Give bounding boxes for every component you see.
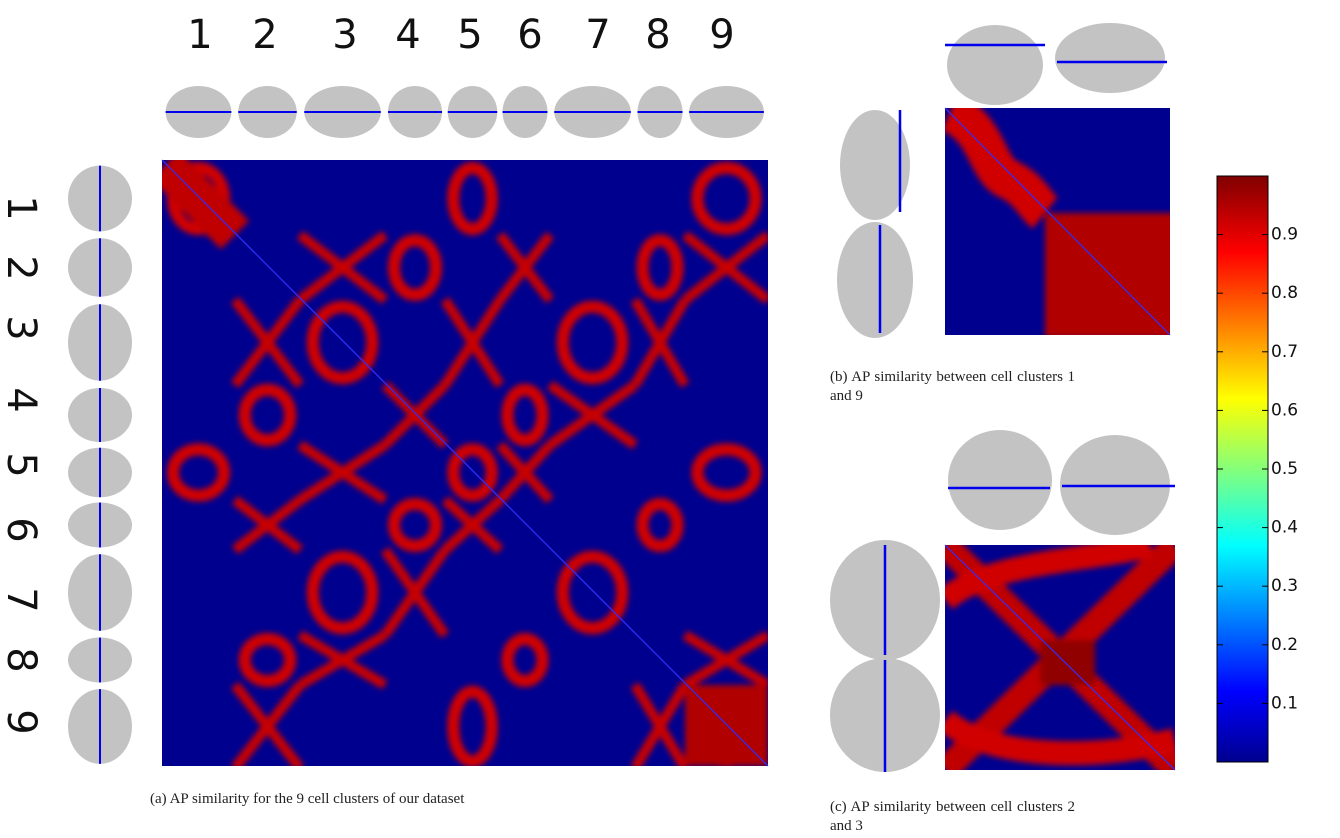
caption: (c) AP similarity between cell clusters …	[830, 798, 1075, 836]
row-label: 2	[0, 255, 44, 280]
colorbar-tick-label: 0.7	[1271, 342, 1298, 362]
column-label: 2	[252, 12, 277, 58]
column-label: 1	[187, 12, 212, 58]
colorbar-tick-label: 0.9	[1271, 225, 1298, 245]
caption: (b) AP similarity between cell clusters …	[830, 368, 1075, 406]
row-label: 3	[0, 315, 44, 340]
row-label: 6	[0, 517, 44, 542]
colorbar-tick-label: 0.3	[1271, 576, 1298, 596]
column-label: 5	[457, 12, 482, 58]
colorbar-tick-label: 0.8	[1271, 283, 1298, 303]
column-label: 9	[709, 12, 734, 58]
column-label: 8	[645, 12, 670, 58]
figure-graphics: 0.10.20.30.40.50.60.70.80.9 123456789123…	[0, 0, 1340, 838]
row-label: 7	[0, 587, 44, 612]
colorbar-tick-label: 0.2	[1271, 635, 1298, 655]
colorbar-tick-label: 0.4	[1271, 518, 1298, 538]
row-label: 4	[0, 387, 44, 412]
caption: (a) AP similarity for the 9 cell cluster…	[150, 790, 710, 809]
column-label: 7	[585, 12, 610, 58]
row-label: 1	[0, 195, 44, 220]
column-label: 3	[332, 12, 357, 58]
colorbar-tick-label: 0.1	[1271, 693, 1298, 713]
column-label: 4	[395, 12, 420, 58]
colorbar-tick-label: 0.5	[1271, 459, 1298, 479]
column-label: 6	[517, 12, 542, 58]
row-label: 5	[0, 452, 44, 477]
colorbar-tick-label: 0.6	[1271, 400, 1298, 420]
figure: 0.10.20.30.40.50.60.70.80.9 123456789123…	[0, 0, 1340, 838]
colorbar	[1217, 176, 1268, 762]
row-label: 8	[0, 647, 44, 672]
row-label: 9	[0, 709, 44, 734]
